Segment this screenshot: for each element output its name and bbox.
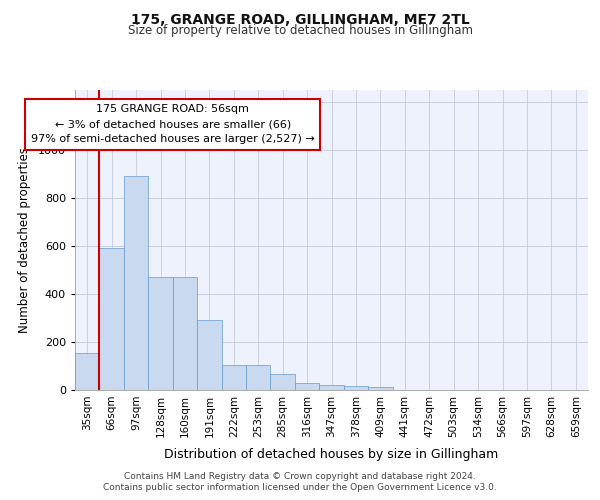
Text: Contains HM Land Registry data © Crown copyright and database right 2024.: Contains HM Land Registry data © Crown c… [124,472,476,481]
Text: 175 GRANGE ROAD: 56sqm
← 3% of detached houses are smaller (66)
97% of semi-deta: 175 GRANGE ROAD: 56sqm ← 3% of detached … [31,104,314,144]
Y-axis label: Number of detached properties: Number of detached properties [18,147,31,333]
Bar [344,386,368,390]
Bar [124,176,148,390]
Bar [295,383,319,390]
Bar [319,385,344,390]
Bar [100,248,124,390]
Bar [75,353,100,390]
Bar [368,387,392,390]
Text: 175, GRANGE ROAD, GILLINGHAM, ME7 2TL: 175, GRANGE ROAD, GILLINGHAM, ME7 2TL [131,12,469,26]
Text: Contains public sector information licensed under the Open Government Licence v3: Contains public sector information licen… [103,483,497,492]
Bar [173,277,197,390]
Bar [271,374,295,390]
X-axis label: Distribution of detached houses by size in Gillingham: Distribution of detached houses by size … [164,448,499,461]
Bar [246,365,271,390]
Bar [221,365,246,390]
Text: Size of property relative to detached houses in Gillingham: Size of property relative to detached ho… [128,24,473,37]
Bar [148,277,173,390]
Bar [197,320,221,390]
